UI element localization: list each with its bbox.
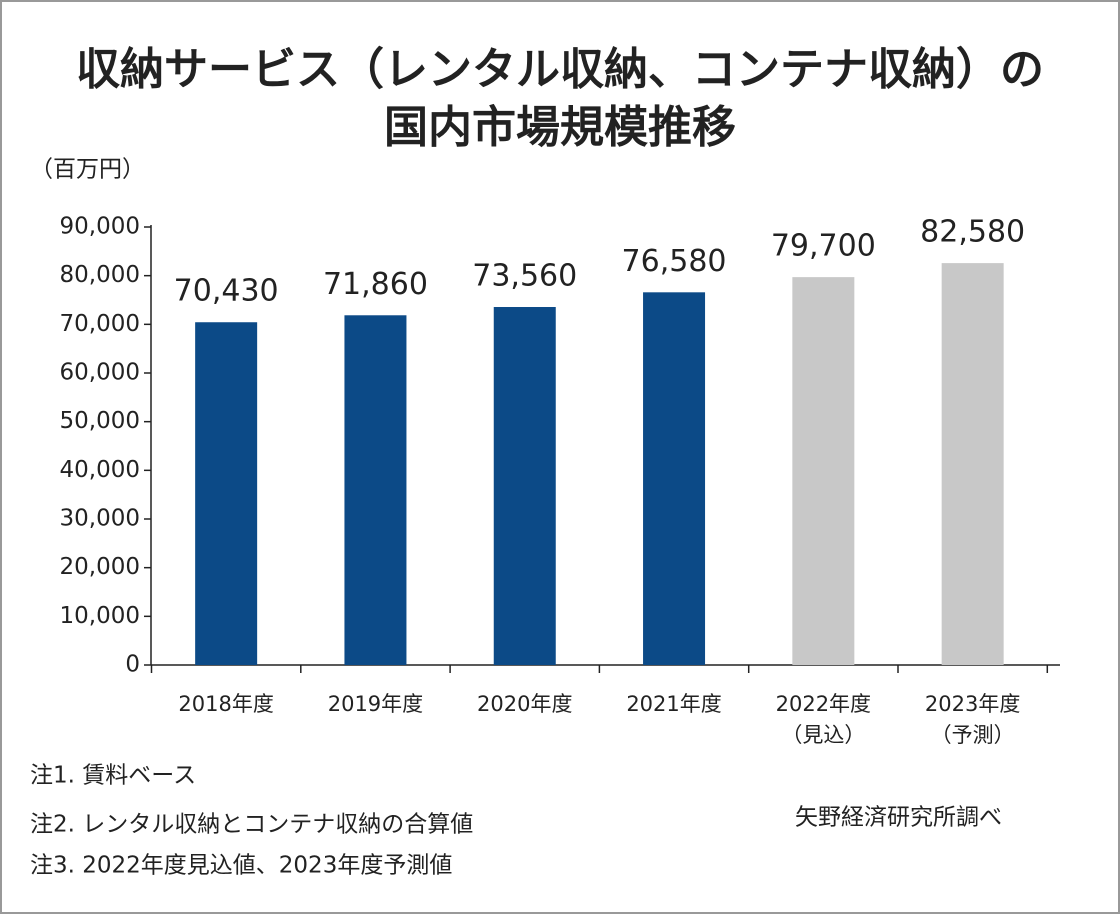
y-tick-label: 60,000 — [60, 360, 140, 386]
x-tick-label: 2019年度 — [328, 692, 423, 716]
bar — [792, 277, 855, 665]
chart-title: 収納サービス（レンタル収納、コンテナ収納）の — [76, 44, 1044, 95]
chart-title: 国内市場規模推移 — [384, 102, 736, 153]
bar — [941, 263, 1004, 665]
bar — [643, 292, 706, 665]
note: 注3. 2022年度見込値、2023年度予測値 — [30, 853, 452, 879]
x-tick-label: 2022年度 — [776, 692, 871, 716]
source: 矢野経済研究所調べ — [795, 805, 1002, 831]
y-axis-label: （百万円） — [30, 157, 145, 183]
y-tick-label: 90,000 — [60, 214, 140, 240]
y-tick-label: 50,000 — [60, 408, 140, 434]
y-tick-label: 20,000 — [60, 554, 140, 580]
value-label: 82,580 — [920, 215, 1025, 250]
y-tick-label: 70,000 — [60, 311, 140, 337]
bar — [493, 307, 556, 665]
y-tick-label: 30,000 — [60, 506, 140, 532]
x-tick-label: （予測） — [931, 723, 1015, 747]
x-tick-label: 2021年度 — [626, 692, 721, 716]
y-tick-label: 80,000 — [60, 262, 140, 288]
y-tick-label: 10,000 — [60, 603, 140, 629]
y-tick-label: 0 — [125, 652, 140, 678]
value-label: 76,580 — [622, 244, 727, 279]
value-label: 73,560 — [472, 259, 577, 294]
value-label: 70,430 — [174, 274, 279, 309]
x-tick-label: 2023年度 — [925, 692, 1020, 716]
value-label: 71,860 — [323, 267, 428, 302]
x-tick-label: 2018年度 — [178, 692, 273, 716]
x-tick-label: 2020年度 — [477, 692, 572, 716]
value-label: 79,700 — [771, 229, 876, 264]
bar — [344, 315, 407, 665]
x-tick-label: （見込） — [781, 723, 865, 747]
note: 注1. 賃料ベース — [30, 763, 196, 789]
bar — [195, 322, 258, 665]
note: 注2. レンタル収納とコンテナ収納の合算値 — [30, 812, 473, 838]
y-tick-label: 40,000 — [60, 457, 140, 483]
